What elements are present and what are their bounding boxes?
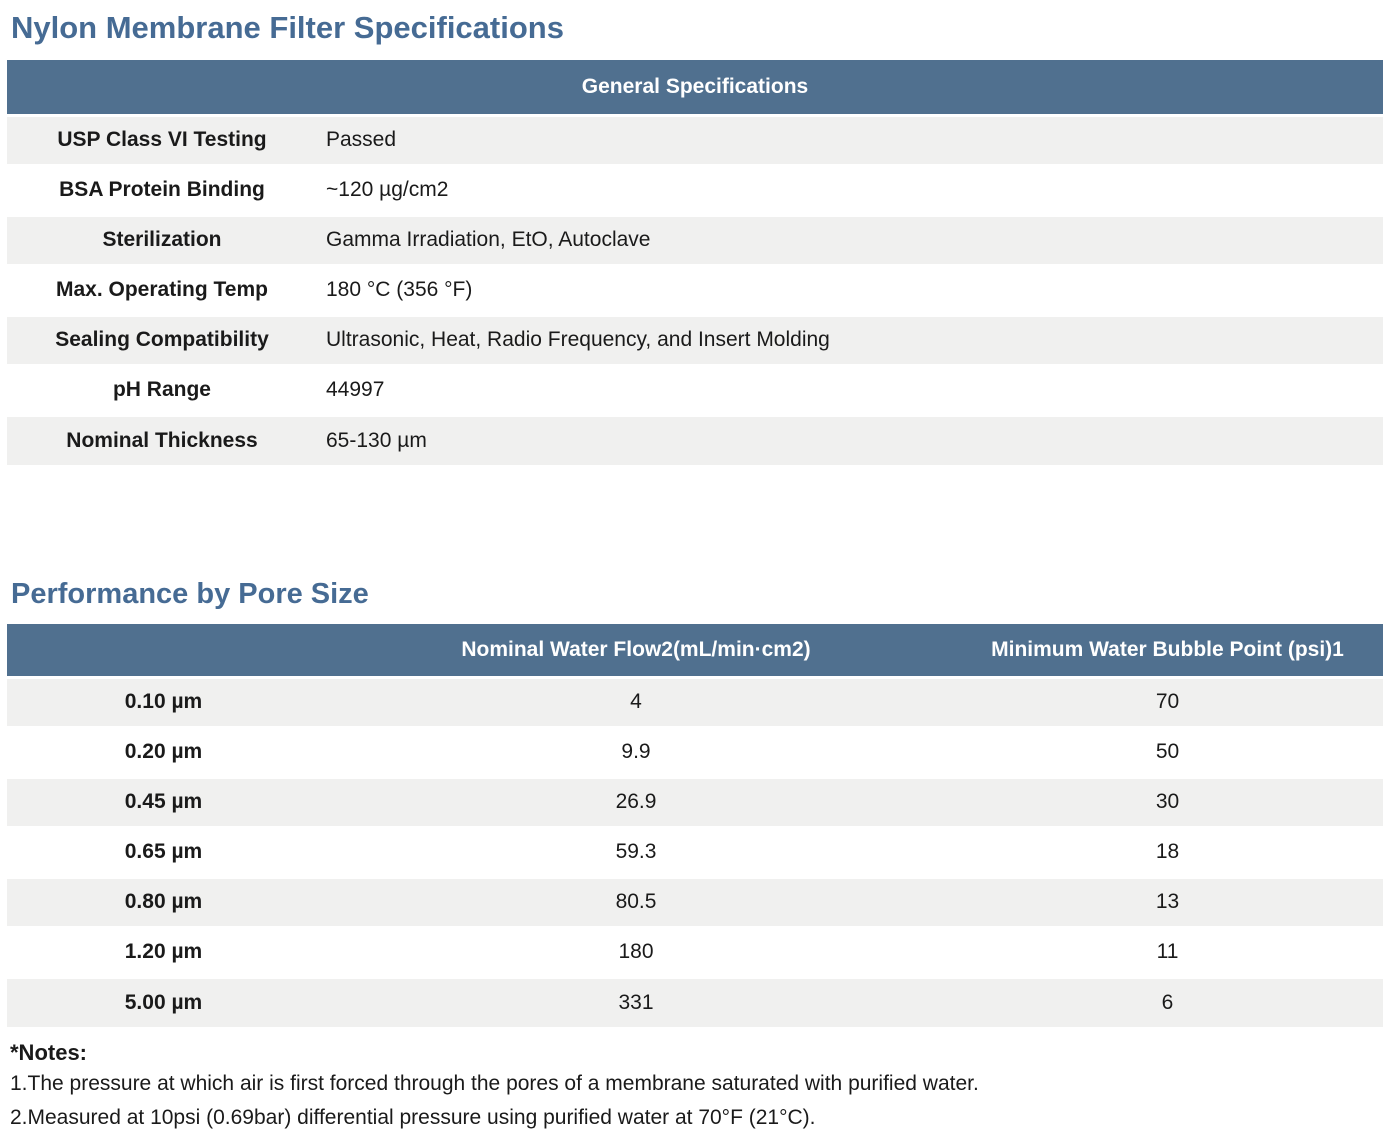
spec-label: Nominal Thickness [7,413,317,465]
table-row: Sterilization Gamma Irradiation, EtO, Au… [7,213,1383,265]
table-row: 0.65 µm 59.3 18 [7,825,1383,877]
spec-value: 44997 [317,363,1383,415]
water-flow-cell: 80.5 [320,875,952,927]
water-flow-cell: 9.9 [320,725,952,777]
general-specifications-table: General Specifications USP Class VI Test… [7,60,1383,465]
spec-value: Gamma Irradiation, EtO, Autoclave [317,213,1383,265]
bubble-point-cell: 30 [952,775,1383,827]
table-row: BSA Protein Binding ~120 µg/cm2 [7,163,1383,215]
spec-label: USP Class VI Testing [7,113,317,165]
table-row: USP Class VI Testing Passed [7,113,1383,165]
pore-size-cell: 0.10 µm [7,675,320,727]
table-row: 0.10 µm 4 70 [7,675,1383,727]
spec-value: 65-130 µm [317,413,1383,465]
table-row: 1.20 µm 180 11 [7,925,1383,977]
spec-value: 180 °C (356 °F) [317,263,1383,315]
note-item: 1.The pressure at which air is first for… [10,1072,979,1095]
bubble-point-cell: 11 [952,925,1383,977]
table-row: 0.20 µm 9.9 50 [7,725,1383,777]
bubble-point-cell: 13 [952,875,1383,927]
spec-label: Sealing Compatibility [7,313,317,365]
spec-value: ~120 µg/cm2 [317,163,1383,215]
spec-label: Sterilization [7,213,317,265]
table-row: 0.45 µm 26.9 30 [7,775,1383,827]
table-row: 5.00 µm 331 6 [7,975,1383,1027]
water-flow-cell: 180 [320,925,952,977]
spec-label: BSA Protein Binding [7,163,317,215]
pore-size-cell: 5.00 µm [7,975,320,1027]
bubble-point-column-header: Minimum Water Bubble Point (psi)1 [952,624,1383,677]
table-row: 0.80 µm 80.5 13 [7,875,1383,927]
pore-size-cell: 0.45 µm [7,775,320,827]
spec-value: Passed [317,113,1383,165]
pore-size-cell: 0.65 µm [7,825,320,877]
bubble-point-cell: 18 [952,825,1383,877]
table-row: Max. Operating Temp 180 °C (356 °F) [7,263,1383,315]
notes-section: *Notes: 1.The pressure at which air is f… [10,1039,1383,1135]
general-specs-header: General Specifications [7,60,1383,115]
water-flow-cell: 26.9 [320,775,952,827]
table-row: Nominal Thickness 65-130 µm [7,413,1383,465]
notes-title: *Notes: [10,1040,88,1065]
pore-size-column-header [7,624,320,677]
spec-label: Max. Operating Temp [7,263,317,315]
bubble-point-cell: 50 [952,725,1383,777]
water-flow-column-header: Nominal Water Flow2(mL/min·cm2) [320,624,952,677]
table-header-row: Nominal Water Flow2(mL/min·cm2) Minimum … [7,624,1383,677]
pore-size-cell: 1.20 µm [7,925,320,977]
note-item: 2.Measured at 10psi (0.69bar) differenti… [10,1106,816,1129]
pore-size-cell: 0.80 µm [7,875,320,927]
bubble-point-cell: 70 [952,675,1383,727]
table-header-row: General Specifications [7,60,1383,115]
page-title: Nylon Membrane Filter Specifications [11,10,564,45]
table-row: pH Range 44997 [7,363,1383,415]
bubble-point-cell: 6 [952,975,1383,1027]
spec-value: Ultrasonic, Heat, Radio Frequency, and I… [317,313,1383,365]
spec-label: pH Range [7,363,317,415]
performance-by-pore-size-table: Nominal Water Flow2(mL/min·cm2) Minimum … [7,624,1383,1027]
water-flow-cell: 4 [320,675,952,727]
section-title: Performance by Pore Size [11,578,369,610]
table-row: Sealing Compatibility Ultrasonic, Heat, … [7,313,1383,365]
water-flow-cell: 331 [320,975,952,1027]
water-flow-cell: 59.3 [320,825,952,877]
pore-size-cell: 0.20 µm [7,725,320,777]
